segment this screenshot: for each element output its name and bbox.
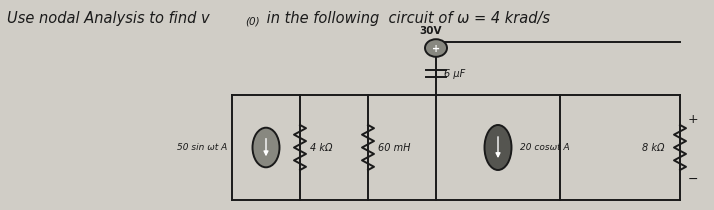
- Text: 6 μF: 6 μF: [444, 68, 466, 79]
- Text: Use nodal Analysis to find v: Use nodal Analysis to find v: [7, 10, 210, 25]
- Text: 50 sin ωt A: 50 sin ωt A: [177, 143, 227, 152]
- Ellipse shape: [425, 39, 447, 57]
- Text: +: +: [432, 43, 440, 54]
- Text: 60 mH: 60 mH: [378, 143, 411, 152]
- Text: 20 cosωt A: 20 cosωt A: [520, 143, 570, 152]
- Text: (0): (0): [245, 16, 260, 26]
- Text: 4 kΩ: 4 kΩ: [310, 143, 333, 152]
- Text: −: −: [688, 173, 698, 186]
- Ellipse shape: [485, 125, 511, 170]
- Text: in the following  circuit of ω = 4 krad/s: in the following circuit of ω = 4 krad/s: [262, 10, 550, 25]
- Text: 8 kΩ: 8 kΩ: [642, 143, 665, 152]
- Text: +: +: [688, 113, 698, 126]
- Ellipse shape: [253, 128, 279, 167]
- Text: 30V: 30V: [420, 26, 442, 36]
